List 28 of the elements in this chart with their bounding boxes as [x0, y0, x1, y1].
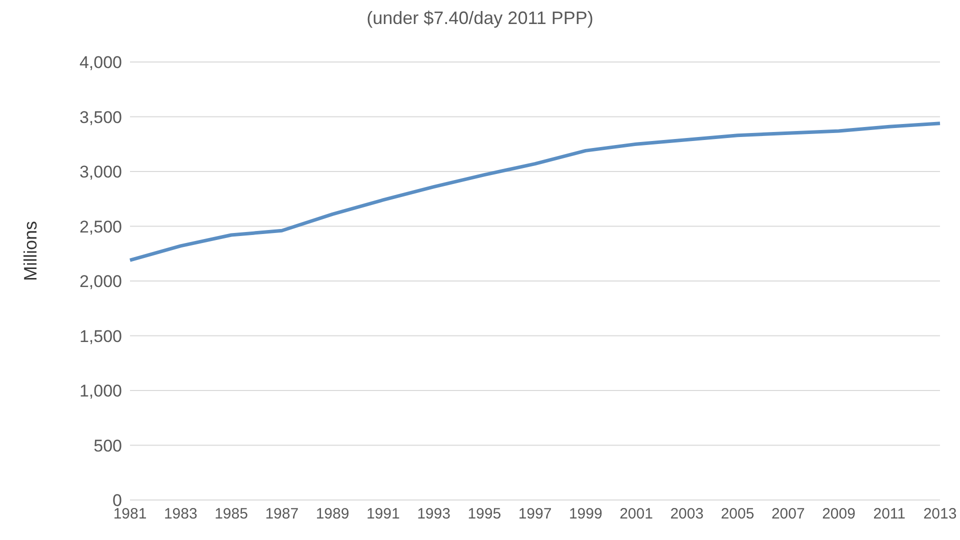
x-tick-label: 2013 [923, 506, 957, 523]
y-tick-label: 2,500 [79, 217, 122, 236]
y-tick-label: 2,000 [79, 272, 122, 292]
x-tick-label: 2007 [771, 506, 805, 523]
y-tick-label: 500 [94, 436, 122, 456]
x-tick-label: 1987 [265, 506, 299, 523]
x-tick-label: 2009 [822, 506, 856, 523]
x-tick-label: 1997 [518, 506, 552, 523]
y-tick-label: 3,000 [79, 162, 122, 182]
x-tick-label: 1981 [113, 506, 147, 523]
x-tick-label: 1985 [214, 506, 248, 523]
x-tick-label: 2003 [670, 506, 704, 523]
x-tick-label: 2011 [873, 506, 906, 523]
line-series [128, 122, 942, 262]
x-tick-label: 1991 [366, 506, 400, 523]
y-axis-title: Millions [20, 220, 40, 281]
x-tick-label: 1989 [316, 506, 350, 523]
x-tick-label: 1983 [164, 506, 198, 523]
x-tick-label: 1993 [417, 506, 450, 523]
x-tick-label: 1999 [568, 506, 602, 523]
y-tick-label: 4,000 [79, 53, 122, 72]
y-tick-label: 1,000 [79, 382, 122, 401]
y-tick-label: 1,500 [79, 326, 122, 346]
chart-subtitle: (under $7.40/day 2011 PPP) [366, 8, 594, 29]
x-tick-label: 2001 [620, 506, 653, 523]
x-tick-label: 2005 [720, 506, 754, 523]
y-tick-label: 3,500 [79, 108, 122, 127]
x-tick-label: 1995 [468, 506, 502, 523]
